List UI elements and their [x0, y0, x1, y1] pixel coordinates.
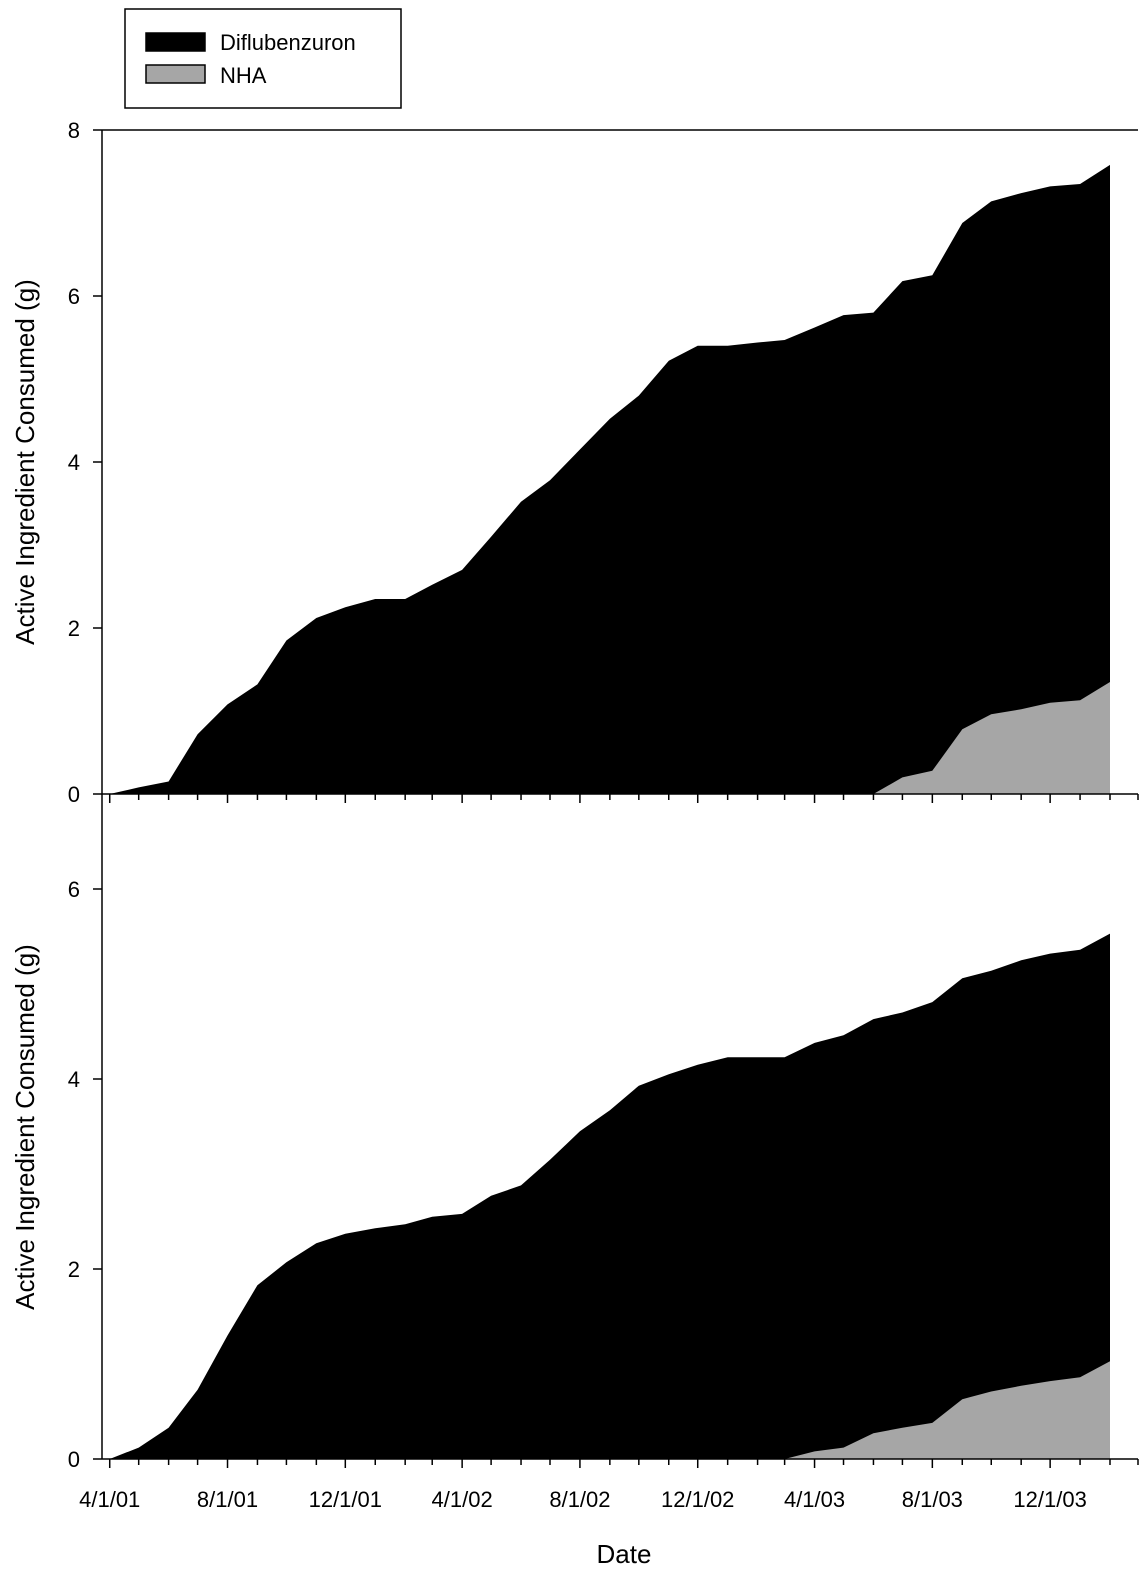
y-tick-label: 2 — [68, 616, 80, 641]
y-tick-label: 2 — [68, 1257, 80, 1282]
area-nha — [873, 682, 1110, 794]
y-tick-label: 6 — [68, 284, 80, 309]
top-panel-y-axis-title: Active Ingredient Consumed (g) — [10, 279, 40, 645]
x-axis-title: Date — [597, 1539, 652, 1569]
y-tick-label: 6 — [68, 877, 80, 902]
x-tick-label: 4/1/03 — [784, 1487, 845, 1512]
legend-box — [124, 8, 402, 109]
x-tick-label: 8/1/01 — [197, 1487, 258, 1512]
top-panel-areas — [109, 164, 1110, 794]
x-axis-ticks — [108, 794, 1139, 1468]
y-tick-label: 0 — [68, 1447, 80, 1472]
x-tick-label: 12/1/01 — [309, 1487, 382, 1512]
area-diflubenzuron — [109, 164, 1110, 794]
bottom-panel-y-axis-title: Active Ingredient Consumed (g) — [10, 944, 40, 1310]
x-tick-label: 8/1/03 — [902, 1487, 963, 1512]
x-axis-tick-labels: 4/1/01 8/1/01 12/1/01 4/1/02 8/1/02 12/1/02 4/… — [79, 1487, 1087, 1512]
y-tick-label: 0 — [68, 782, 80, 807]
y-tick-label: 4 — [68, 1067, 80, 1092]
axis-frame — [101, 129, 1138, 1460]
x-tick-label: 8/1/02 — [549, 1487, 610, 1512]
x-tick-label: 12/1/03 — [1013, 1487, 1086, 1512]
legend-label-nha: NHA — [220, 63, 267, 88]
top-panel: 0 2 4 6 8 Active Ingredient Consumed (g) — [10, 118, 1110, 807]
bottom-panel-areas — [109, 933, 1110, 1459]
area-diflubenzuron — [109, 933, 1110, 1459]
top-panel-y-ticks: 0 2 4 6 8 — [68, 118, 102, 807]
y-tick-label: 8 — [68, 118, 80, 143]
legend-label-diflubenzuron: Diflubenzuron — [220, 30, 356, 55]
y-tick-label: 4 — [68, 450, 80, 475]
area-nha — [784, 1361, 1110, 1459]
bottom-panel: 0 2 4 6 Active Ingredient Consumed (g) — [10, 877, 1110, 1472]
x-tick-label: 12/1/02 — [661, 1487, 734, 1512]
x-tick-label: 4/1/01 — [79, 1487, 140, 1512]
legend-swatch-nha — [145, 64, 206, 84]
x-tick-label: 4/1/02 — [432, 1487, 493, 1512]
legend: Diflubenzuron NHA — [124, 8, 402, 109]
legend-swatch-diflubenzuron — [145, 32, 206, 52]
bottom-panel-y-ticks: 0 2 4 6 — [68, 877, 102, 1472]
